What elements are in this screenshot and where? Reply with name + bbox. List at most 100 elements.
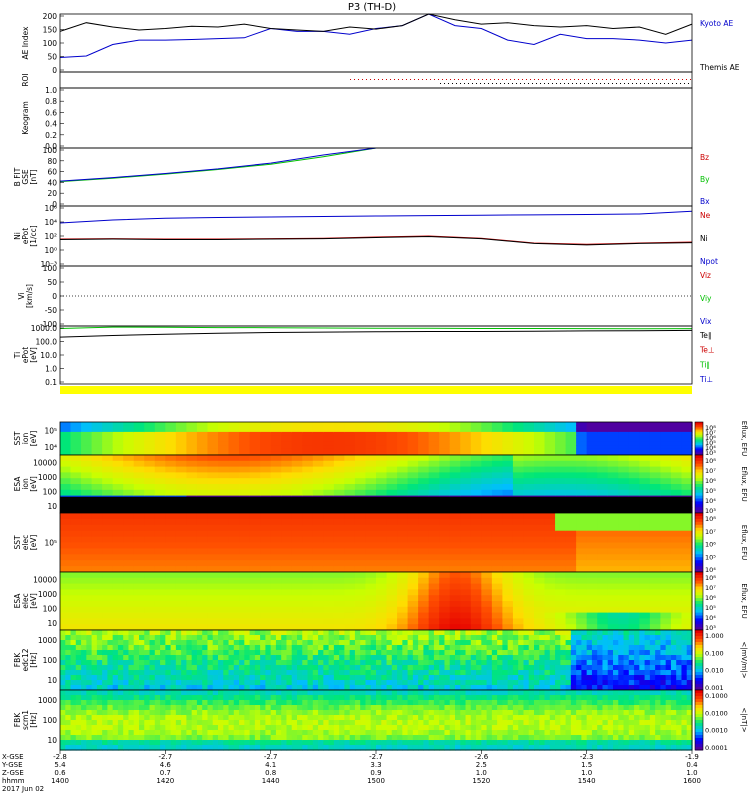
spectrogram-cell xyxy=(302,560,314,567)
spectrogram-cell xyxy=(344,624,356,631)
roi-dot xyxy=(528,83,529,84)
spectrogram-cell xyxy=(170,715,177,721)
spectrogram-cell xyxy=(260,680,266,686)
spectrogram-cell xyxy=(534,431,546,436)
spectrogram-cell xyxy=(60,489,72,497)
spectrogram-cell xyxy=(381,630,388,636)
spectrogram-cell xyxy=(123,460,135,468)
spectrogram-cell xyxy=(312,655,319,661)
spectrogram-cell xyxy=(196,612,209,619)
spectrogram-cell xyxy=(354,448,367,453)
spectrogram-cell xyxy=(607,438,619,443)
spectrogram-cell xyxy=(196,735,203,741)
spectrogram-cell xyxy=(212,715,219,721)
spectrogram-cell xyxy=(491,601,503,608)
spectrogram-cell xyxy=(502,630,509,636)
spectrogram-cell xyxy=(397,542,409,549)
spectrogram-cell xyxy=(86,650,93,656)
spectrogram-cell xyxy=(244,680,251,686)
spectrogram-cell xyxy=(397,451,409,456)
spectrogram-cell xyxy=(239,530,251,538)
spectrogram-cell xyxy=(239,554,251,561)
spectrogram-cell xyxy=(502,572,514,579)
spectrogram-cell xyxy=(186,435,198,440)
spectrogram-cell xyxy=(649,513,661,520)
spectrogram-cell xyxy=(70,670,77,676)
spectrogram-cell xyxy=(249,435,261,440)
spectrogram-cell xyxy=(75,740,82,746)
spectrogram-cell xyxy=(349,725,356,731)
spectrogram-cell xyxy=(333,536,345,544)
spectrogram-cell xyxy=(307,640,314,646)
spectrogram-cell xyxy=(502,513,514,520)
spectrogram-cell xyxy=(312,589,324,596)
spectrogram-cell xyxy=(249,577,261,585)
spectrogram-cell xyxy=(291,513,303,520)
spectrogram-cell xyxy=(207,635,214,641)
spectrogram-cell xyxy=(649,455,661,462)
spectrogram-cell xyxy=(96,730,103,736)
spectrogram-cell xyxy=(602,675,609,681)
spectrogram-cell xyxy=(576,655,582,661)
spectrogram-cell xyxy=(681,589,693,596)
roi-dot xyxy=(434,79,435,80)
spectrogram-cell xyxy=(60,583,72,590)
spectrogram-cell xyxy=(128,665,135,671)
spectrogram-cell xyxy=(470,435,482,440)
spectrogram-cell xyxy=(439,601,451,608)
spectrogram-cell xyxy=(449,428,461,433)
spectrogram-cell xyxy=(291,530,303,538)
spectrogram-cell xyxy=(486,670,493,676)
spectrogram-cell xyxy=(665,640,672,646)
spectrogram-cell xyxy=(491,680,498,686)
spectrogram-cell xyxy=(133,478,145,485)
spectrogram-cell xyxy=(607,428,619,433)
spectrogram-cell xyxy=(123,530,135,538)
spectrogram-cell xyxy=(165,606,177,614)
spectrogram-cell xyxy=(228,484,240,491)
spectrogram-cell xyxy=(491,428,503,433)
y-axis-label: Keogram xyxy=(21,101,30,135)
spectrogram-cell xyxy=(376,650,382,656)
spectrogram-cell xyxy=(291,518,303,526)
spectrogram-cell xyxy=(191,690,198,696)
spectrogram-cell xyxy=(376,665,382,671)
spectrogram-cell xyxy=(586,640,593,646)
spectrogram-cell xyxy=(586,431,598,436)
spectrogram-cell xyxy=(218,680,224,686)
spectrogram-cell xyxy=(439,460,451,468)
spectrogram-cell xyxy=(481,630,488,636)
spectrogram-cell xyxy=(297,725,303,731)
spectrogram-cell xyxy=(344,680,351,686)
spectrogram-cell xyxy=(102,518,114,526)
spectrogram-cell xyxy=(365,606,377,614)
spectrogram-cell xyxy=(528,660,535,666)
spectrogram-cell xyxy=(60,542,72,549)
spectrogram-cell xyxy=(407,560,419,567)
spectrogram-cell xyxy=(102,460,114,468)
spectrogram-cell xyxy=(428,484,440,491)
spectrogram-cell xyxy=(333,518,345,526)
spectrogram-cell xyxy=(565,685,572,691)
y-tick-label: 40 xyxy=(47,178,57,187)
spectrogram-cell xyxy=(354,720,361,726)
spectrogram-cell xyxy=(175,478,187,485)
spectrogram-cell xyxy=(149,630,156,636)
spectrogram-cell xyxy=(344,566,356,573)
spectrogram-cell xyxy=(670,583,683,590)
colorbar-swatch xyxy=(695,645,703,649)
spectrogram-cell xyxy=(312,735,319,741)
spectrogram-cell xyxy=(207,618,219,625)
colorbar-label: <|mV/m|> xyxy=(740,641,748,678)
spectrogram-cell xyxy=(681,665,688,671)
spectrogram-cell xyxy=(70,715,77,721)
spectrogram-cell xyxy=(649,618,661,625)
colorbar-swatch xyxy=(695,627,703,631)
spectrogram-cell xyxy=(555,466,567,473)
spectrogram-cell xyxy=(333,548,345,555)
spectrogram-cell xyxy=(212,705,219,711)
colorbar-swatch xyxy=(695,580,703,585)
spectrogram-cell xyxy=(407,650,414,656)
spectrogram-cell xyxy=(297,680,303,686)
spectrogram-cell xyxy=(249,715,256,721)
